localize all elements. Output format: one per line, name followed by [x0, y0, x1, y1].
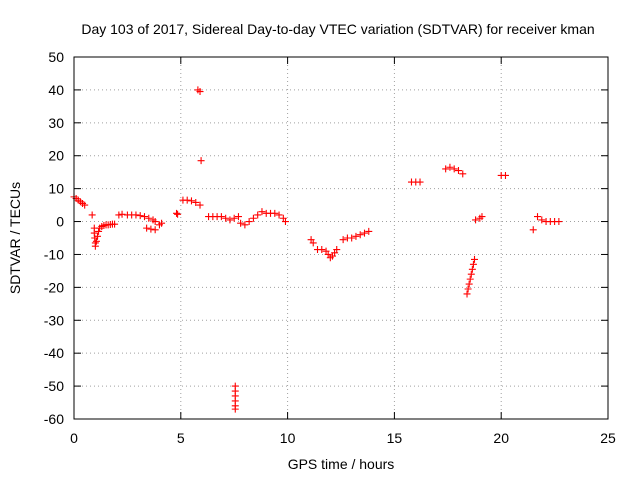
data-point-marker	[197, 157, 205, 165]
data-point-marker	[88, 211, 96, 219]
data-point-marker	[538, 216, 546, 224]
data-point-marker	[118, 210, 126, 218]
data-point-marker	[309, 239, 317, 247]
y-tick-label: -30	[44, 312, 64, 328]
data-point-marker	[416, 178, 424, 186]
data-point-marker	[333, 246, 341, 254]
data-point-marker	[446, 163, 454, 171]
data-point-marker	[95, 227, 103, 235]
x-tick-label: 10	[280, 430, 296, 446]
data-point-marker	[471, 255, 478, 263]
data-point-marker	[183, 196, 191, 204]
x-tick-label: 20	[493, 430, 509, 446]
data-point-marker	[143, 224, 151, 232]
data-point-marker	[472, 216, 480, 224]
data-point-marker	[196, 201, 204, 209]
data-point-marker	[231, 405, 239, 413]
data-point-marker	[173, 209, 181, 217]
data-point-marker	[237, 219, 245, 227]
data-point-marker	[226, 216, 234, 224]
data-point-marker	[365, 227, 373, 235]
data-point-marker	[91, 242, 99, 250]
data-point-marker	[92, 237, 100, 245]
y-axis-label: SDTVAR / TECUs	[7, 182, 23, 294]
data-point-marker	[271, 209, 279, 217]
data-point-marker	[339, 236, 347, 244]
grid-lines	[74, 57, 608, 419]
data-point-marker	[254, 211, 262, 219]
data-point-marker	[356, 231, 364, 239]
data-point-marker	[145, 214, 153, 222]
x-tick-label: 25	[600, 430, 616, 446]
data-point-marker	[196, 88, 204, 96]
data-point-marker	[360, 229, 368, 237]
data-point-marker	[111, 220, 119, 228]
data-point-marker	[140, 213, 148, 221]
y-tick-label: -50	[44, 378, 64, 394]
data-point-marker	[281, 218, 289, 226]
y-tick-label: -40	[44, 345, 64, 361]
data-point-marker	[348, 234, 356, 242]
data-point-marker	[230, 214, 238, 222]
data-point-marker	[466, 275, 474, 283]
data-point-marker	[222, 214, 230, 222]
data-point-marker	[192, 198, 200, 206]
data-point-marker	[217, 213, 225, 221]
x-tick-label: 0	[70, 430, 78, 446]
data-point-marker	[467, 270, 475, 278]
data-point-marker	[151, 218, 159, 226]
y-tick-label: -60	[44, 411, 64, 427]
data-point-marker	[468, 265, 476, 273]
data-point-marker	[81, 201, 89, 209]
data-point-marker	[478, 213, 486, 221]
data-point-marker	[151, 226, 159, 234]
data-point-marker	[352, 232, 360, 240]
data-point-marker	[465, 280, 473, 288]
data-point-marker	[459, 170, 467, 178]
data-point-marker	[249, 214, 257, 222]
data-point-marker	[469, 260, 477, 268]
y-tick-label: -20	[44, 279, 64, 295]
chart-title: Day 103 of 2017, Sidereal Day-to-day VTE…	[81, 21, 594, 37]
data-point-marker	[555, 218, 563, 226]
y-tick-label: 50	[48, 49, 64, 65]
data-point-marker	[136, 212, 144, 220]
data-point-marker	[187, 197, 195, 205]
data-point-marker	[450, 165, 458, 173]
data-point-marker	[132, 211, 140, 219]
plot-frame	[73, 56, 609, 420]
data-point-marker	[454, 167, 462, 175]
y-tick-label: 0	[56, 214, 64, 230]
x-axis-label: GPS time / hours	[288, 456, 395, 472]
axis-ticks: -60 -50 -40 -30 -20 -10 0 10 20 30 40 50 0 5 10 15 20 25	[44, 49, 616, 446]
x-tick-label: 5	[177, 430, 185, 446]
data-point-marker	[93, 232, 101, 240]
data-point-marker	[275, 211, 283, 219]
data-point-marker	[115, 211, 123, 219]
data-point-marker	[241, 221, 249, 229]
data-points	[70, 86, 563, 413]
data-point-marker	[234, 213, 242, 221]
data-point-marker	[534, 213, 542, 221]
data-point-marker	[174, 210, 182, 218]
y-tick-label: 40	[48, 82, 64, 98]
x-tick-label: 15	[387, 430, 403, 446]
data-point-marker	[245, 218, 253, 226]
data-point-marker	[147, 225, 155, 233]
data-point-marker	[258, 208, 266, 216]
data-point-marker	[464, 285, 472, 293]
data-point-marker	[463, 290, 471, 298]
data-point-marker	[501, 171, 509, 179]
data-point-marker	[158, 219, 166, 227]
y-tick-label: 30	[48, 115, 64, 131]
y-tick-label: 10	[48, 181, 64, 197]
data-point-marker	[442, 165, 450, 173]
data-point-marker	[529, 226, 537, 234]
y-tick-label: 20	[48, 148, 64, 164]
y-tick-label: -10	[44, 246, 64, 262]
data-point-marker	[318, 246, 326, 254]
